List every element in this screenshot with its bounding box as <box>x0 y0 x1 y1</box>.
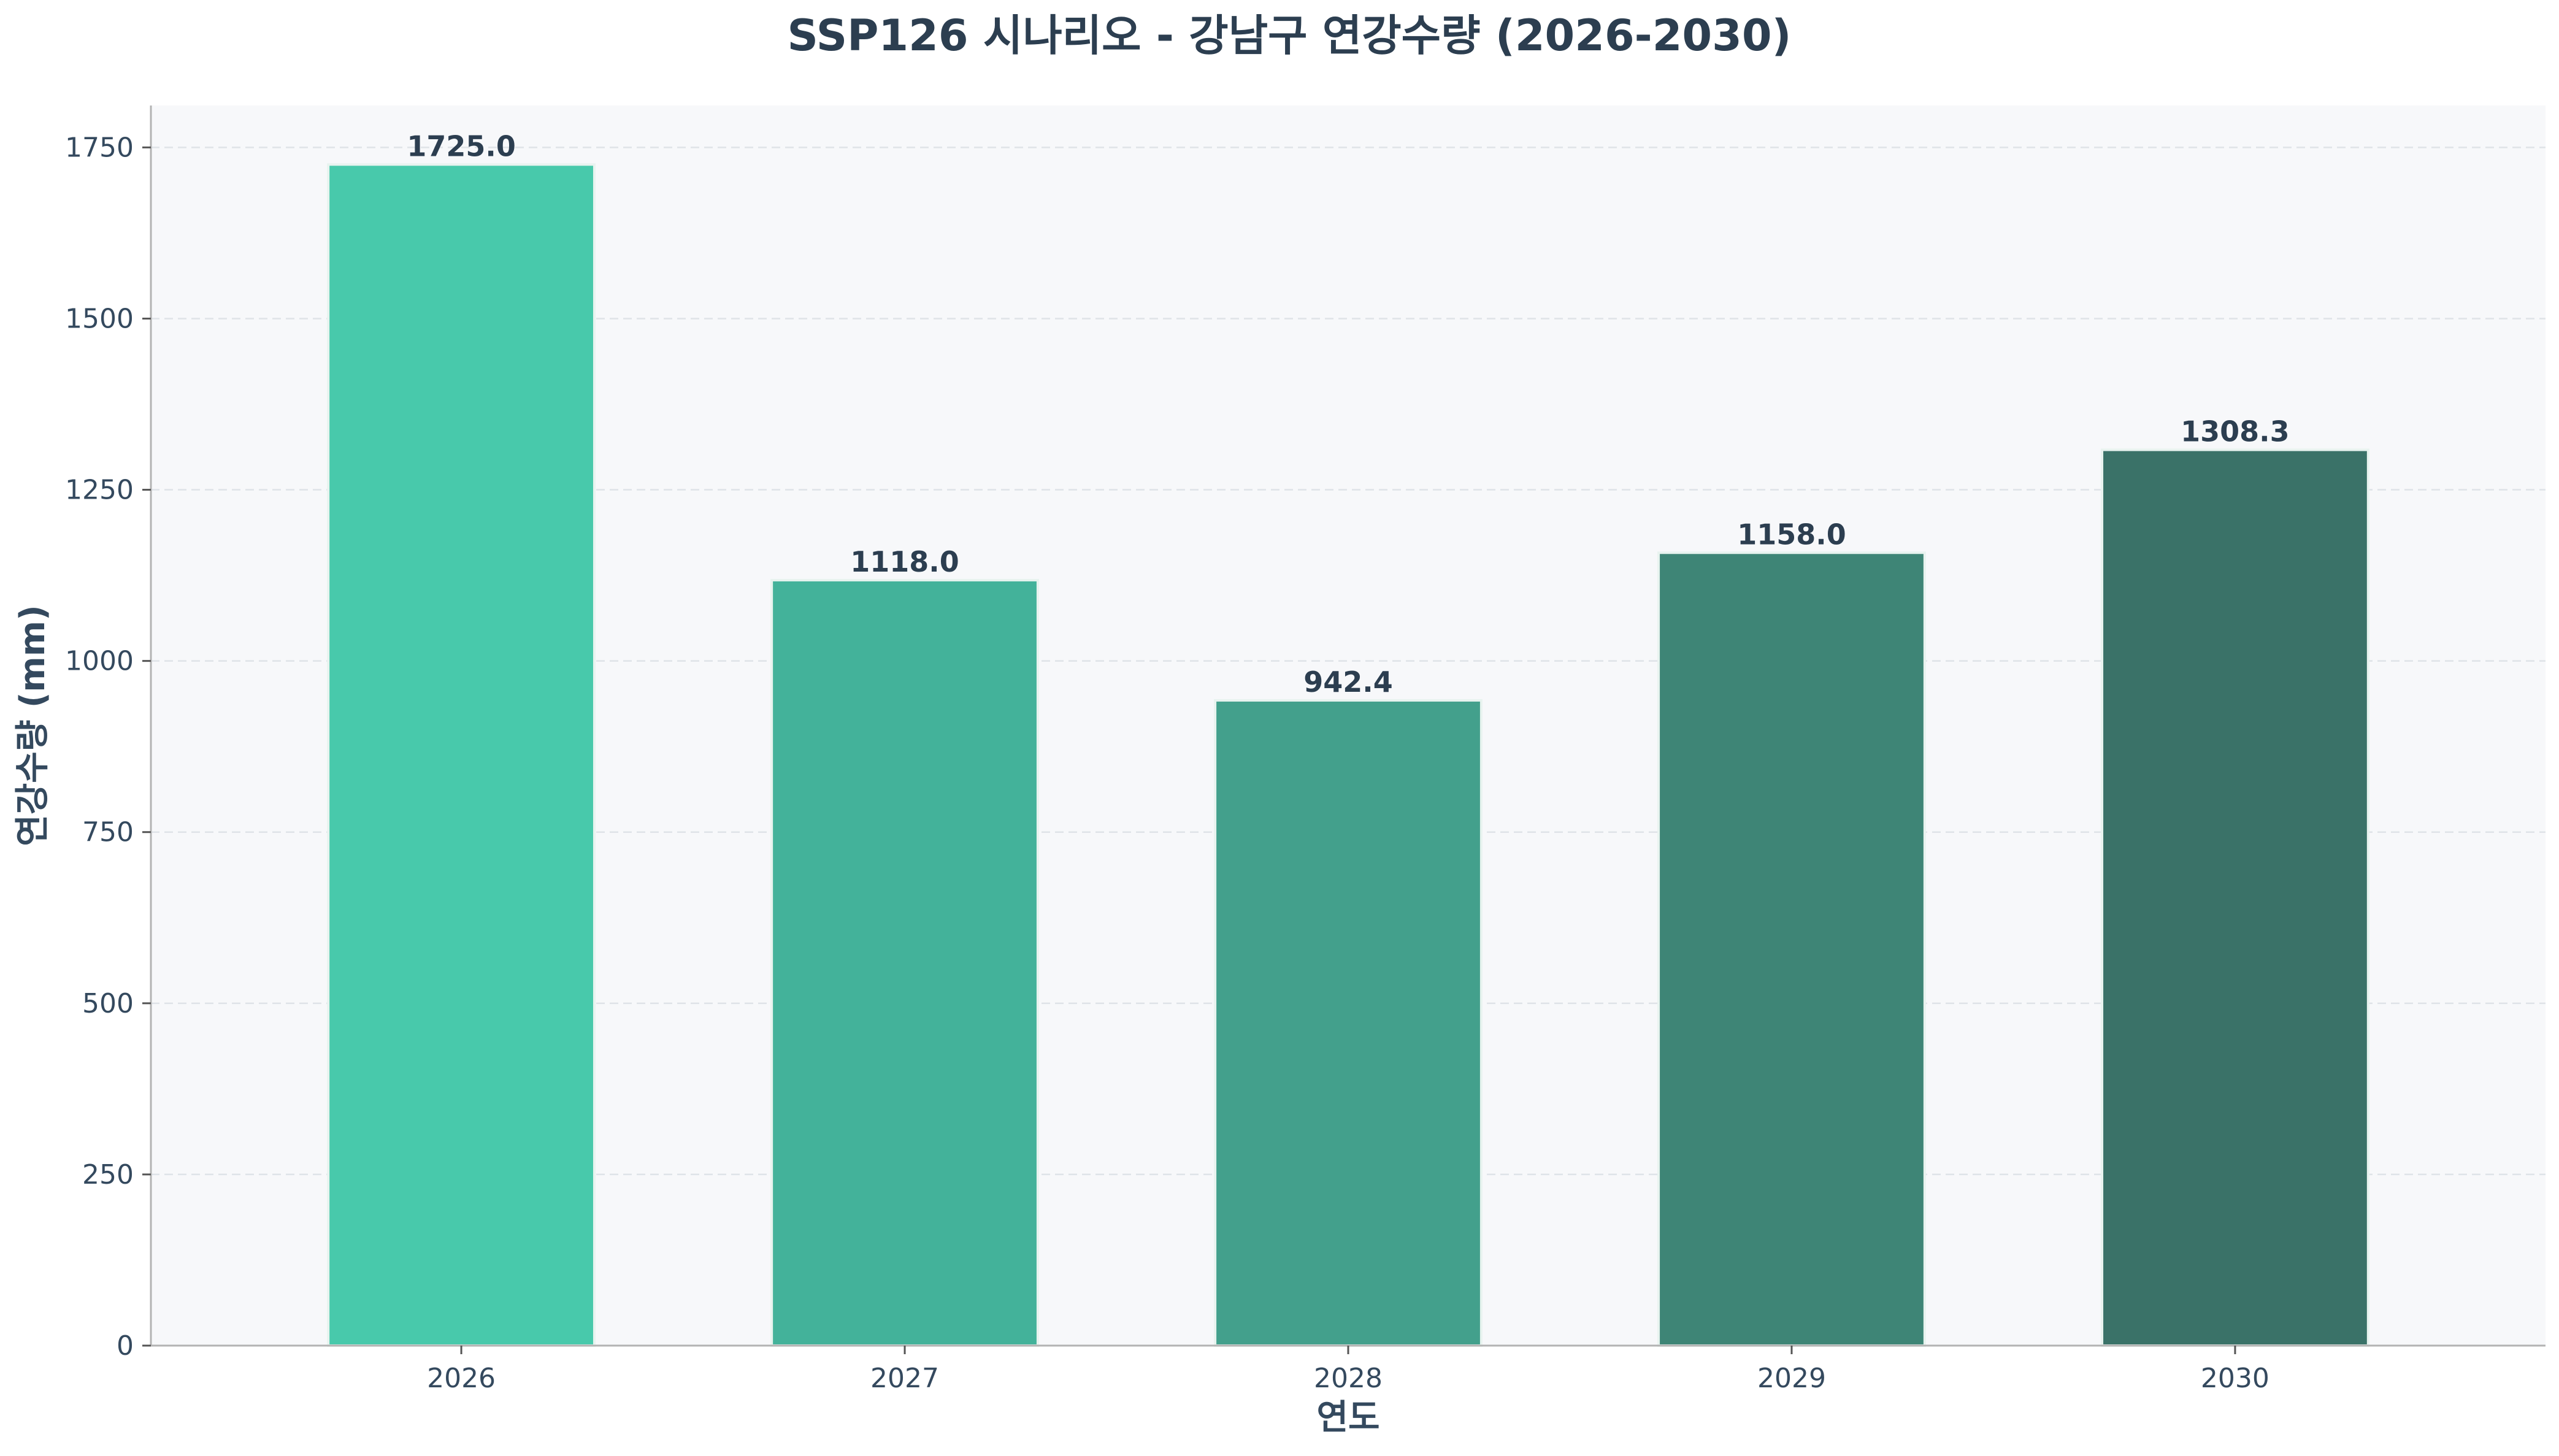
bars <box>327 163 2369 1347</box>
bar-value-label: 1308.3 <box>2181 415 2290 448</box>
x-tick-label: 2027 <box>870 1363 939 1394</box>
y-axis-ticks: 0 250 500 750 1000 1250 1500 1750 <box>65 132 151 1362</box>
bar-2028 <box>1214 699 1483 1347</box>
x-tick-label: 2030 <box>2201 1363 2269 1394</box>
bar-2030 <box>2101 448 2369 1347</box>
bar-value-label: 1118.0 <box>850 545 959 578</box>
y-tick-label: 1000 <box>65 646 134 677</box>
x-tick-label: 2026 <box>427 1363 496 1394</box>
x-tick-label: 2029 <box>1757 1363 1826 1394</box>
x-axis-label: 연도 <box>1316 1398 1379 1438</box>
y-tick-label: 500 <box>82 988 134 1019</box>
y-tick-label: 1750 <box>65 132 134 163</box>
y-tick-label: 1500 <box>65 303 134 334</box>
y-tick-label: 1250 <box>65 475 134 506</box>
bar-value-label: 1158.0 <box>1737 518 1846 551</box>
y-tick-label: 0 <box>117 1330 134 1362</box>
value-labels: 1725.0 1118.0 942.4 1158.0 1308.3 <box>407 129 2289 699</box>
y-tick-label: 750 <box>82 817 134 848</box>
bar-2026 <box>327 163 596 1347</box>
y-axis-label: 연강수량 (mm) <box>13 605 53 846</box>
bar-2027 <box>770 578 1039 1347</box>
chart-title: SSP126 시나리오 - 강남구 연강수량 (2026-2030) <box>787 10 1791 61</box>
bar-2029 <box>1657 551 1926 1347</box>
bar-value-label: 942.4 <box>1303 665 1393 699</box>
y-tick-label: 250 <box>82 1159 134 1190</box>
bar-value-label: 1725.0 <box>407 129 516 163</box>
x-axis-ticks: 2026 2027 2028 2029 2030 <box>427 1346 2269 1394</box>
x-tick-label: 2028 <box>1314 1363 1383 1394</box>
